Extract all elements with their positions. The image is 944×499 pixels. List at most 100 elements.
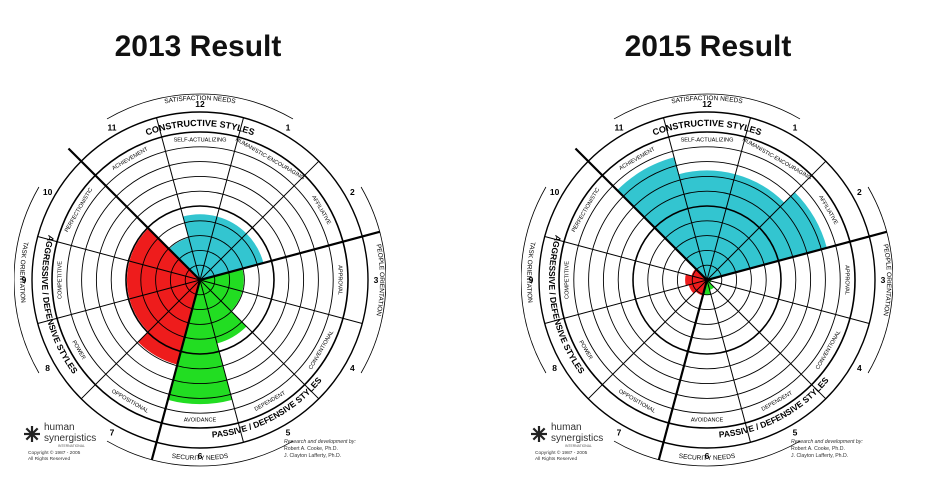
- style-number-2: 2: [350, 187, 355, 197]
- copyright-1: Copyright © 1987 - 2005: [28, 449, 81, 456]
- style-name-1: HUMANISTIC-ENCOURAGING: [234, 137, 305, 182]
- research-3: J. Clayton Lafferty, Ph.D.: [791, 453, 848, 459]
- circumplex-2013: 1 HUMANISTIC-ENCOURAGING 2 AFFILIATIVE 3 APPR…: [13, 88, 387, 488]
- fill-style-12: [678, 170, 736, 280]
- needs-arrow-1: [613, 440, 801, 467]
- ring-3: [662, 235, 752, 325]
- ring-1: [691, 264, 723, 296]
- research-2: Robert A. Cooke, Ph.D.: [791, 446, 845, 452]
- ring-7: [602, 175, 812, 385]
- style-number-5: 5: [793, 427, 798, 437]
- needs-arrow-0: [613, 93, 801, 120]
- aggressive-label: AGGRESSIVE / DEFENSIVE STYLES: [40, 234, 80, 376]
- logo-line1: human: [44, 422, 75, 433]
- style-name-3: APPROVAL: [337, 265, 343, 295]
- logo-line1: human: [551, 422, 582, 433]
- task-label: TASK ORIENTATION: [18, 241, 29, 304]
- fill-style-9: [127, 261, 200, 299]
- research-3: J. Clayton Lafferty, Ph.D.: [284, 453, 341, 459]
- ring-5: [125, 205, 275, 355]
- security-label-path: SECURITY NEEDS: [678, 453, 736, 462]
- satisfaction-label: SATISFACTION NEEDS: [671, 95, 744, 106]
- logo-2: humansynergisticsINTERNATIONALCopyright …: [531, 422, 603, 462]
- ring-9: [573, 146, 841, 414]
- ring-2: [676, 249, 738, 311]
- fill-style-7: [138, 280, 200, 365]
- people-label: PEOPLE ORIENTATION: [374, 244, 385, 317]
- logo-star-ray: [538, 427, 546, 435]
- spoke-1: [706, 160, 827, 281]
- group-divider-2: [67, 147, 201, 281]
- spoke-11: [663, 117, 708, 281]
- outer-ring: [558, 131, 856, 429]
- spoke-4: [706, 279, 827, 400]
- aggressive-label: AGGRESSIVE / DEFENSIVE STYLES: [547, 234, 587, 376]
- ring-4: [140, 220, 260, 340]
- needs-arrow-2: [13, 186, 40, 374]
- style-number-6: 6: [705, 451, 710, 461]
- fills-1: [127, 214, 264, 405]
- needs-arrow-1: [106, 440, 294, 467]
- style-number-3: 3: [374, 275, 379, 285]
- fill-style-3: [200, 268, 244, 292]
- spoke-3: [199, 279, 363, 324]
- task-label-path: TASK ORIENTATION: [18, 241, 29, 304]
- style-number-1: 1: [793, 123, 798, 133]
- fill-style-8: [688, 280, 707, 294]
- style-number-4: 4: [857, 363, 862, 373]
- label-ring: [31, 111, 369, 449]
- ring-8: [588, 161, 826, 399]
- fill-style-1: [707, 174, 785, 280]
- logo-1: humansynergisticsINTERNATIONALCopyright …: [24, 422, 96, 462]
- style-name-6: AVOIDANCE: [184, 417, 217, 423]
- style-name-12: SELF-ACTUALIZING: [174, 137, 227, 143]
- research-2: Robert A. Cooke, Ph.D.: [284, 446, 338, 452]
- spoke-8: [544, 279, 708, 324]
- ring-8: [81, 161, 319, 399]
- style-number-12: 12: [702, 99, 712, 109]
- spoke-9: [544, 236, 708, 281]
- fill-style-6: [167, 280, 233, 405]
- group-divider-1: [150, 279, 202, 460]
- style-number-9: 9: [22, 275, 27, 285]
- copyright-1: Copyright © 1987 - 2005: [535, 449, 588, 456]
- fill-style-12: [182, 214, 218, 280]
- style-number-3: 3: [881, 275, 886, 285]
- logo-star-ray: [31, 427, 39, 435]
- style-number-10: 10: [550, 187, 560, 197]
- ring-9: [66, 146, 334, 414]
- style-name-12: SELF-ACTUALIZING: [681, 137, 734, 143]
- copyright-2: All Rights Reserved: [535, 456, 577, 462]
- style-number-7: 7: [110, 427, 115, 437]
- ring-3: [155, 235, 245, 325]
- spoke-7: [587, 279, 708, 400]
- style-name-3: APPROVAL: [844, 265, 850, 295]
- spoke-5: [199, 279, 244, 443]
- spoke-5: [706, 279, 751, 443]
- result-2013-title: 2013 Result: [114, 30, 282, 63]
- research-1: Research and development by:: [284, 439, 356, 445]
- style-number-7: 7: [617, 427, 622, 437]
- people-label-path: PEOPLE ORIENTATION: [881, 244, 892, 317]
- style-number-8: 8: [552, 363, 557, 373]
- logo-line2: synergistics: [44, 433, 96, 444]
- ring-1: [184, 264, 216, 296]
- ring-6: [617, 190, 797, 370]
- style-number-5: 5: [286, 427, 291, 437]
- label-ring: [538, 111, 876, 449]
- circumplex-2013-svg: 1HUMANISTIC-ENCOURAGING2AFFILIATIVE3APPR…: [13, 93, 387, 467]
- spoke-0: [199, 117, 244, 281]
- ring-5: [632, 205, 782, 355]
- satisfaction-label-path: SATISFACTION NEEDS: [164, 95, 237, 106]
- spoke-9: [37, 236, 201, 281]
- style-name-6: AVOIDANCE: [691, 417, 724, 423]
- task-label: TASK ORIENTATION: [525, 241, 536, 304]
- group-divider-0: [706, 230, 887, 282]
- style-number-11: 11: [615, 123, 624, 133]
- ring-2: [169, 249, 231, 311]
- aggressive-label-path: AGGRESSIVE / DEFENSIVE STYLES: [40, 234, 80, 376]
- outer-ring: [51, 131, 349, 429]
- spoke-11: [156, 117, 201, 281]
- ring-7: [95, 175, 305, 385]
- security-label: SECURITY NEEDS: [171, 453, 229, 462]
